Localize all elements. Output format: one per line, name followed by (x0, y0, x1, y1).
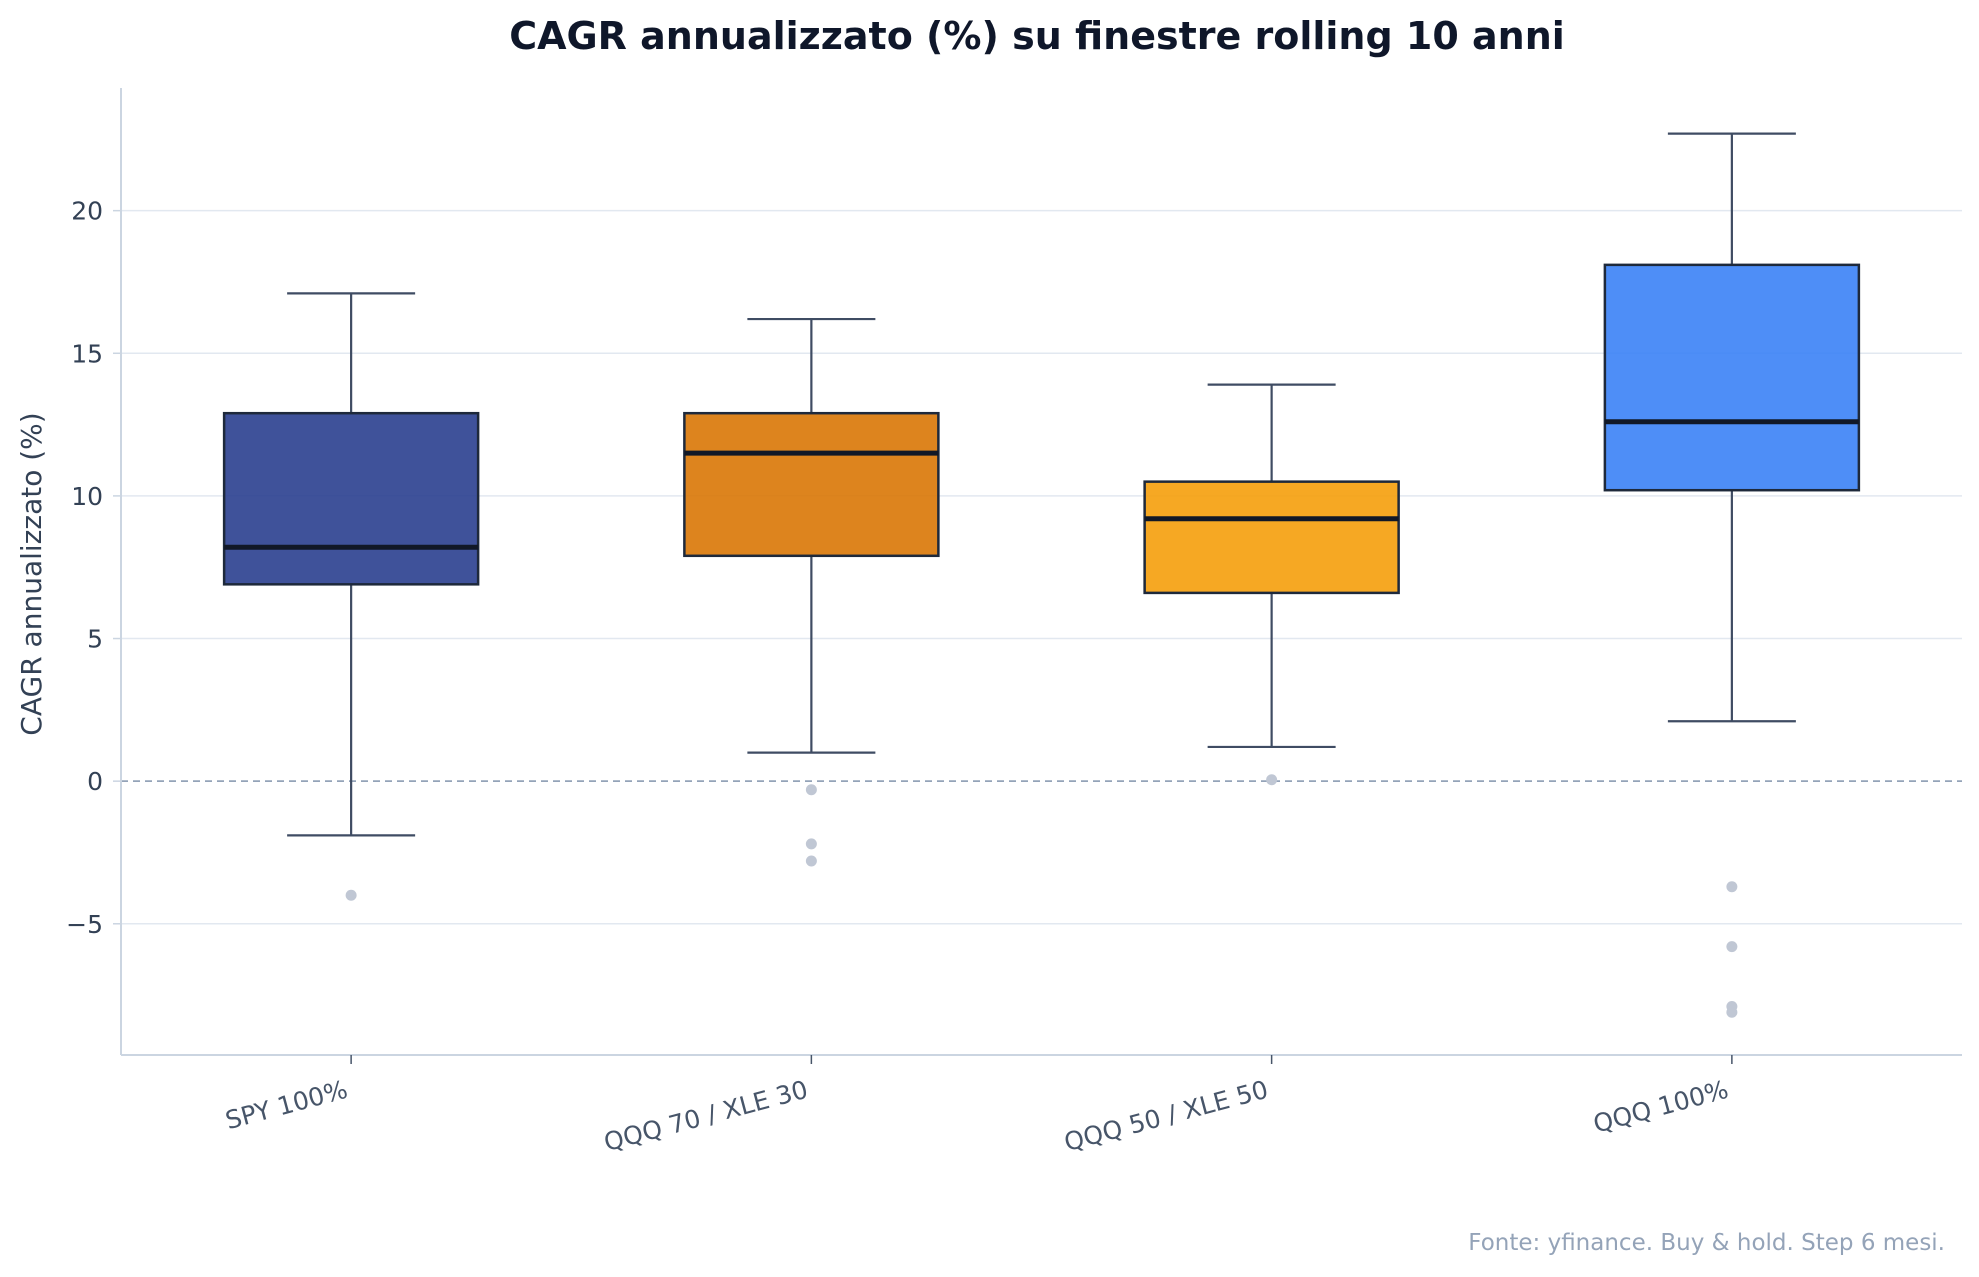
box-iqr (1143, 480, 1400, 595)
box-iqr (683, 411, 940, 558)
axes (120, 88, 1962, 1056)
outlier-point (805, 855, 817, 867)
boxes (222, 132, 1861, 1018)
outlier-point (1266, 774, 1278, 786)
outlier-point (1726, 941, 1738, 953)
source-note: Fonte: yfinance. Buy & hold. Step 6 mesi… (1468, 1230, 1945, 1256)
y-tick-label: 0 (87, 767, 103, 796)
box-group (683, 317, 940, 867)
outlier-point (805, 838, 817, 850)
y-tick-label: 15 (71, 339, 103, 368)
y-tick-label: 5 (87, 625, 103, 654)
chart-title: CAGR annualizzato (%) su finestre rollin… (509, 14, 1565, 58)
outlier-point (345, 889, 357, 901)
box-group (222, 292, 480, 901)
y-axis-ticks: −5 0 5 10 15 20 (66, 197, 121, 939)
y-axis-label: CAGR annualizzato (%) (15, 412, 48, 735)
box-iqr (222, 411, 480, 586)
outlier-point (1726, 1006, 1738, 1018)
y-tick-label: 10 (71, 482, 103, 511)
y-tick-label: −5 (66, 910, 103, 939)
outlier-point (805, 784, 817, 796)
box-group (1603, 132, 1861, 1018)
box-iqr (1603, 263, 1861, 492)
y-tick-label: 20 (71, 197, 103, 226)
box-group (1143, 383, 1400, 786)
outlier-point (1726, 881, 1738, 893)
